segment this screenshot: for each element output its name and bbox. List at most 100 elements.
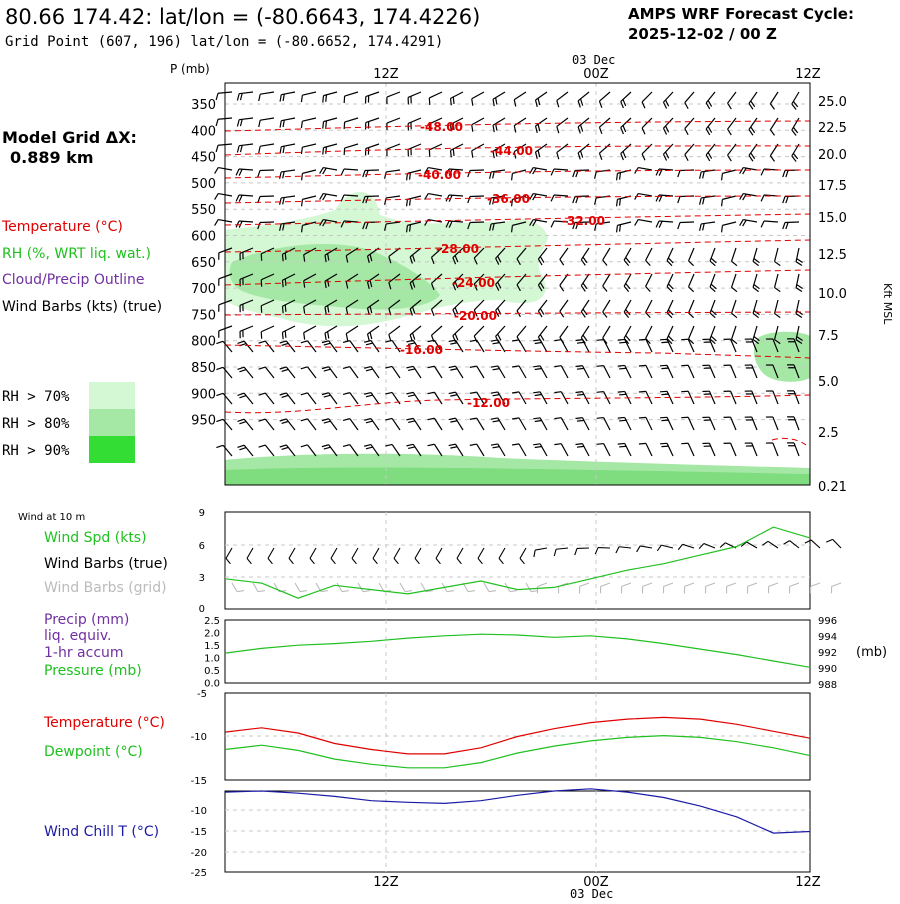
contour-label-m12: -12.00 xyxy=(467,396,510,410)
precip-tick: 2.5 xyxy=(204,616,220,627)
sfc-wind-barb-grid xyxy=(622,583,631,593)
pressure-tick-800: 800 xyxy=(191,335,216,350)
pressure-tick: 994 xyxy=(818,632,837,643)
sfc-wind-barb-true xyxy=(268,548,274,564)
forecast-cycle-value: 2025-12-02 / 00 Z xyxy=(628,25,777,43)
sfc-wind-barb-grid xyxy=(748,583,757,593)
sfc-wind-barb-grid xyxy=(685,583,694,593)
wind-speed-legend: Wind Spd (kts) xyxy=(44,530,147,546)
pressure-tick-600: 600 xyxy=(191,230,216,245)
pressure-tick-400: 400 xyxy=(191,124,216,139)
sfc-wind-barb-true xyxy=(226,548,232,564)
contour-label-m16: -16.00 xyxy=(400,343,443,357)
pressure-tick-700: 700 xyxy=(191,282,216,297)
temp-ytick-m5: -5 xyxy=(197,689,207,700)
height-tick-20.0: 20.0 xyxy=(818,148,847,163)
pressure-legend: Pressure (mb) xyxy=(44,663,142,679)
wind-panel: Wind at 10 m Wind Spd (kts) Wind Barbs (… xyxy=(18,508,841,615)
height-tick-15.0: 15.0 xyxy=(818,211,847,226)
sfc-wind-barb-grid xyxy=(232,583,244,592)
pressure-tick: 992 xyxy=(818,648,837,659)
sfc-wind-barb-grid xyxy=(664,583,673,593)
sfc-wind-barb-true xyxy=(616,547,631,553)
sfc-wind-barb-true xyxy=(499,548,505,564)
pressure-tick-500: 500 xyxy=(191,177,216,192)
sfc-wind-barb-grid xyxy=(832,583,841,593)
windchill-panel: Wind Chill T (°C) -10 -15 -20 -25 xyxy=(44,789,810,879)
precip-tick: 0.5 xyxy=(204,666,220,677)
sfc-wind-barb-grid xyxy=(727,583,736,593)
top-date-label: 03 Dec xyxy=(572,53,615,67)
legend-rh80: RH > 80% xyxy=(2,416,70,432)
sfc-wind-barb-true xyxy=(394,548,400,564)
wind-ytick-3: 3 xyxy=(199,573,205,584)
sfc-wind-barb-grid xyxy=(526,583,538,592)
wind-speed-line xyxy=(225,527,810,598)
top-time-label-1: 12Z xyxy=(373,67,399,82)
wind-ytick-9: 9 xyxy=(199,508,205,519)
contour-label-m48: -48.00 xyxy=(420,120,463,134)
pressure-tick-550: 550 xyxy=(191,203,216,218)
contour-label-m20: -20.00 xyxy=(454,309,497,323)
legend-rh90-swatch xyxy=(89,436,135,463)
sfc-wind-barb-grid xyxy=(643,583,652,593)
sfc-wind-barb-grid xyxy=(706,583,715,593)
wc-ytick-m25: -25 xyxy=(191,868,207,879)
grid-point-subtitle: Grid Point (607, 196) lat/lon = (-80.665… xyxy=(5,34,443,50)
top-time-label-2: 00Z xyxy=(583,67,609,82)
bottom-time-label-1: 12Z xyxy=(373,875,399,890)
contour-label-m44: -44.00 xyxy=(490,144,533,158)
sfc-wind-barb-true xyxy=(373,548,379,564)
wind-barbs-grid-legend: Wind Barbs (grid) xyxy=(44,580,167,596)
sfc-wind-barb-grid xyxy=(811,583,820,593)
height-axis-unit: Kft MSL xyxy=(881,283,894,325)
height-tick-0.21: 0.21 xyxy=(818,480,847,495)
top-time-label-3: 12Z xyxy=(795,67,821,82)
sfc-wind-barb-true xyxy=(436,548,442,564)
sfc-wind-barb-grid xyxy=(358,583,370,592)
precip-tick: 1.0 xyxy=(204,654,220,665)
pressure-tick-750: 750 xyxy=(191,308,216,323)
location-title: 80.66 174.42: lat/lon = (-80.6643, 174.4… xyxy=(5,5,480,29)
sfc-wind-barb-true xyxy=(247,548,253,564)
wind-ytick-0: 0 xyxy=(199,604,205,615)
height-tick-17.5: 17.5 xyxy=(818,179,847,194)
wc-ytick-m20: -20 xyxy=(191,848,207,859)
sfc-wind-barb-true xyxy=(595,548,610,554)
contour-label-m28: -28.00 xyxy=(436,242,479,256)
sfc-wind-barb-true xyxy=(805,540,820,548)
sfc-wind-barb-true xyxy=(826,539,841,548)
pressure-tick-850: 850 xyxy=(191,361,216,376)
contour-label-m36: -36.00 xyxy=(487,192,530,206)
sfc-wind-barb-true xyxy=(699,544,715,549)
wind-ytick-6: 6 xyxy=(199,541,205,552)
model-grid-value: 0.889 km xyxy=(10,148,94,167)
sfc-wind-barb-true xyxy=(637,546,652,552)
contour-label-m24: -24.00 xyxy=(452,276,495,290)
sfc-wind-barb-grid xyxy=(769,583,778,593)
dewpoint-line xyxy=(225,736,810,768)
sfc-wind-barb-true xyxy=(478,548,484,564)
pressure-tick-350: 350 xyxy=(191,98,216,113)
sfc-wind-barb-true xyxy=(534,548,547,557)
precip-tick: 2.0 xyxy=(204,629,220,640)
sfc-wind-barb-true xyxy=(352,548,358,564)
wc-ytick-m15: -15 xyxy=(191,827,207,838)
pressure-axis-title: P (mb) xyxy=(170,62,210,76)
pressure-tick-450: 450 xyxy=(191,151,216,166)
temperature-legend: Temperature (°C) xyxy=(43,715,165,731)
height-tick-22.5: 22.5 xyxy=(818,121,847,136)
pressure-tick-950: 950 xyxy=(191,414,216,429)
legend-rh90: RH > 90% xyxy=(2,443,70,459)
bottom-date-label: 03 Dec xyxy=(570,887,613,900)
sfc-wind-barb-true xyxy=(784,541,799,548)
precip-tick: 0.0 xyxy=(204,679,220,690)
contour-label-m40: -40.00 xyxy=(418,168,461,182)
legend-cloud: Cloud/Precip Outline xyxy=(2,272,145,288)
sfc-wind-barb-true xyxy=(575,548,589,555)
legend-rh: RH (%, WRT liq. wat.) xyxy=(2,246,151,262)
height-tick-5.0: 5.0 xyxy=(818,375,839,390)
model-grid-label: Model Grid ΔX: xyxy=(2,128,137,147)
pressure-line xyxy=(225,634,810,667)
